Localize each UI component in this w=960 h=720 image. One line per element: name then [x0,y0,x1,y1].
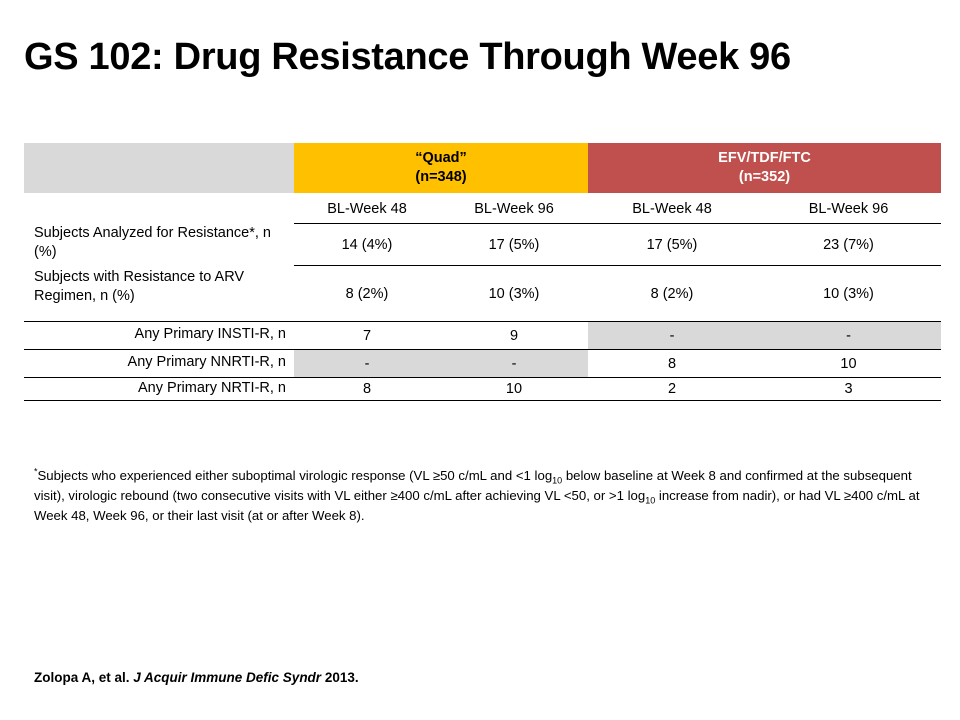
header-efv-n: (n=352) [738,169,791,185]
header-quad: “Quad” (n=348) [294,143,588,193]
line-row4 [24,377,941,378]
subheader-efv-w96: BL-Week 96 [808,201,889,217]
footnote-text-3: increase from nadir), or had VL ≥400 c/m… [34,488,920,523]
cell-resistance-efv-w48: 8 (2%) [650,285,694,302]
cell-insti-quad-w96: 9 [509,327,519,344]
cell-nrti-efv-w48: 2 [667,381,677,397]
cell-nnrti-efv-w96: 10 [840,355,857,372]
header-efv: EFV/TDF/FTC (n=352) [588,143,941,193]
header-quad-n: (n=348) [415,169,467,185]
line-row3 [24,349,941,350]
footnote-text-2: below baseline at Week 8 and confirmed a… [34,468,912,503]
cell-insti-efv-w48: - [669,327,675,344]
footnote: *Subjects who experienced either subopti… [34,466,944,526]
footnote-marker: * [34,466,38,477]
cell-resistance-quad-w96: 10 (3%) [488,285,540,302]
citation-year: 2013. [321,670,359,685]
cell-nrti-efv-w96: 3 [844,381,853,397]
row-label-insti: Any Primary INSTI-R, n [134,326,286,342]
citation-authors: Zolopa A, et al. [34,670,134,685]
footnote-text-1: Subjects who experienced either suboptim… [37,468,553,483]
line-subheader [294,223,941,224]
row-label-nnrti: Any Primary NNRTI-R, n [127,354,286,370]
line-bottom [24,400,941,401]
cell-analyzed-quad-w96: 17 (5%) [488,237,540,253]
cell-analyzed-quad-w48: 14 (4%) [341,237,393,253]
row-label-analyzed: Subjects Analyzed for Resistance*, n (%) [34,225,271,260]
row-label-resistance: Subjects with Resistance to ARV Regimen,… [34,269,245,304]
subheader-efv-w48: BL-Week 48 [632,201,712,217]
citation: Zolopa A, et al. J Acquir Immune Defic S… [34,670,359,685]
cell-nrti-quad-w48: 8 [362,381,372,397]
row-label-nrti: Any Primary NRTI-R, n [138,380,286,396]
cell-insti-quad-w48: 7 [362,327,372,344]
cell-nnrti-quad-w48: - [364,355,370,372]
line-row2 [24,321,941,322]
cell-analyzed-efv-w96: 23 (7%) [823,237,874,253]
cell-nnrti-quad-w96: - [511,355,517,372]
line-row1 [294,265,941,266]
slide-title: GS 102: Drug Resistance Through Week 96 [24,36,791,78]
shade-insti-efv [588,321,941,349]
cell-nnrti-efv-w48: 8 [667,355,677,372]
cell-nrti-quad-w96: 10 [505,381,523,397]
header-quad-name: “Quad” [415,150,467,166]
shade-nnrti-quad [294,349,588,377]
cell-resistance-efv-w96: 10 (3%) [823,285,874,302]
subheader-quad-w48: BL-Week 48 [327,201,407,217]
cell-insti-efv-w96: - [846,327,851,344]
cell-analyzed-efv-w48: 17 (5%) [646,237,698,253]
header-blank-cell [24,143,294,193]
footnote-sub-1: 10 [552,475,563,486]
header-efv-name: EFV/TDF/FTC [718,150,811,166]
citation-journal: J Acquir Immune Defic Syndr [133,670,322,685]
footnote-sub-2: 10 [645,495,656,506]
cell-resistance-quad-w48: 8 (2%) [345,285,389,302]
subheader-quad-w96: BL-Week 96 [474,201,554,217]
